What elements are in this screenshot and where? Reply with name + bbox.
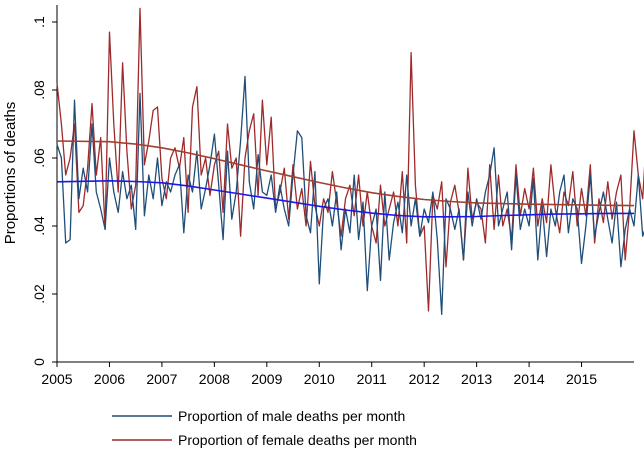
y-tick-label: .1 xyxy=(31,16,47,28)
legend-label-female: Proportion of female deaths per month xyxy=(178,432,417,448)
y-axis-title: Proportions of deaths xyxy=(2,102,19,245)
female-monthly-line xyxy=(56,7,644,312)
legend: Proportion of male deaths per month Prop… xyxy=(112,408,417,448)
plot-frame xyxy=(56,5,634,363)
x-tick-label: 2012 xyxy=(409,371,440,387)
legend-label-male: Proportion of male deaths per month xyxy=(178,408,405,424)
x-tick-label: 2015 xyxy=(566,371,597,387)
female-trend-line xyxy=(56,140,635,207)
y-axis: 0 .02 .04 .06 .08 .1 xyxy=(31,16,57,366)
x-tick-label: 2009 xyxy=(251,371,282,387)
x-tick-label: 2006 xyxy=(94,371,125,387)
x-tick-label: 2008 xyxy=(199,371,230,387)
series-layer xyxy=(56,7,644,316)
y-tick-label: .02 xyxy=(31,284,47,304)
male-monthly-line xyxy=(56,75,644,316)
x-tick-label: 2007 xyxy=(146,371,177,387)
x-tick-label: 2011 xyxy=(357,371,387,387)
y-tick-label: 0 xyxy=(31,358,47,366)
y-tick-label: .04 xyxy=(31,216,47,236)
male-trend-line xyxy=(56,180,634,218)
x-tick-label: 2014 xyxy=(514,371,545,387)
x-tick-label: 2013 xyxy=(461,371,492,387)
x-axis: 2005 2006 2007 2008 2009 2010 2011 2012 2013 2014… xyxy=(41,362,597,387)
x-tick-label: 2005 xyxy=(41,371,72,387)
y-tick-label: .08 xyxy=(31,80,47,100)
y-tick-label: .06 xyxy=(31,148,47,168)
x-tick-label: 2010 xyxy=(304,371,335,387)
